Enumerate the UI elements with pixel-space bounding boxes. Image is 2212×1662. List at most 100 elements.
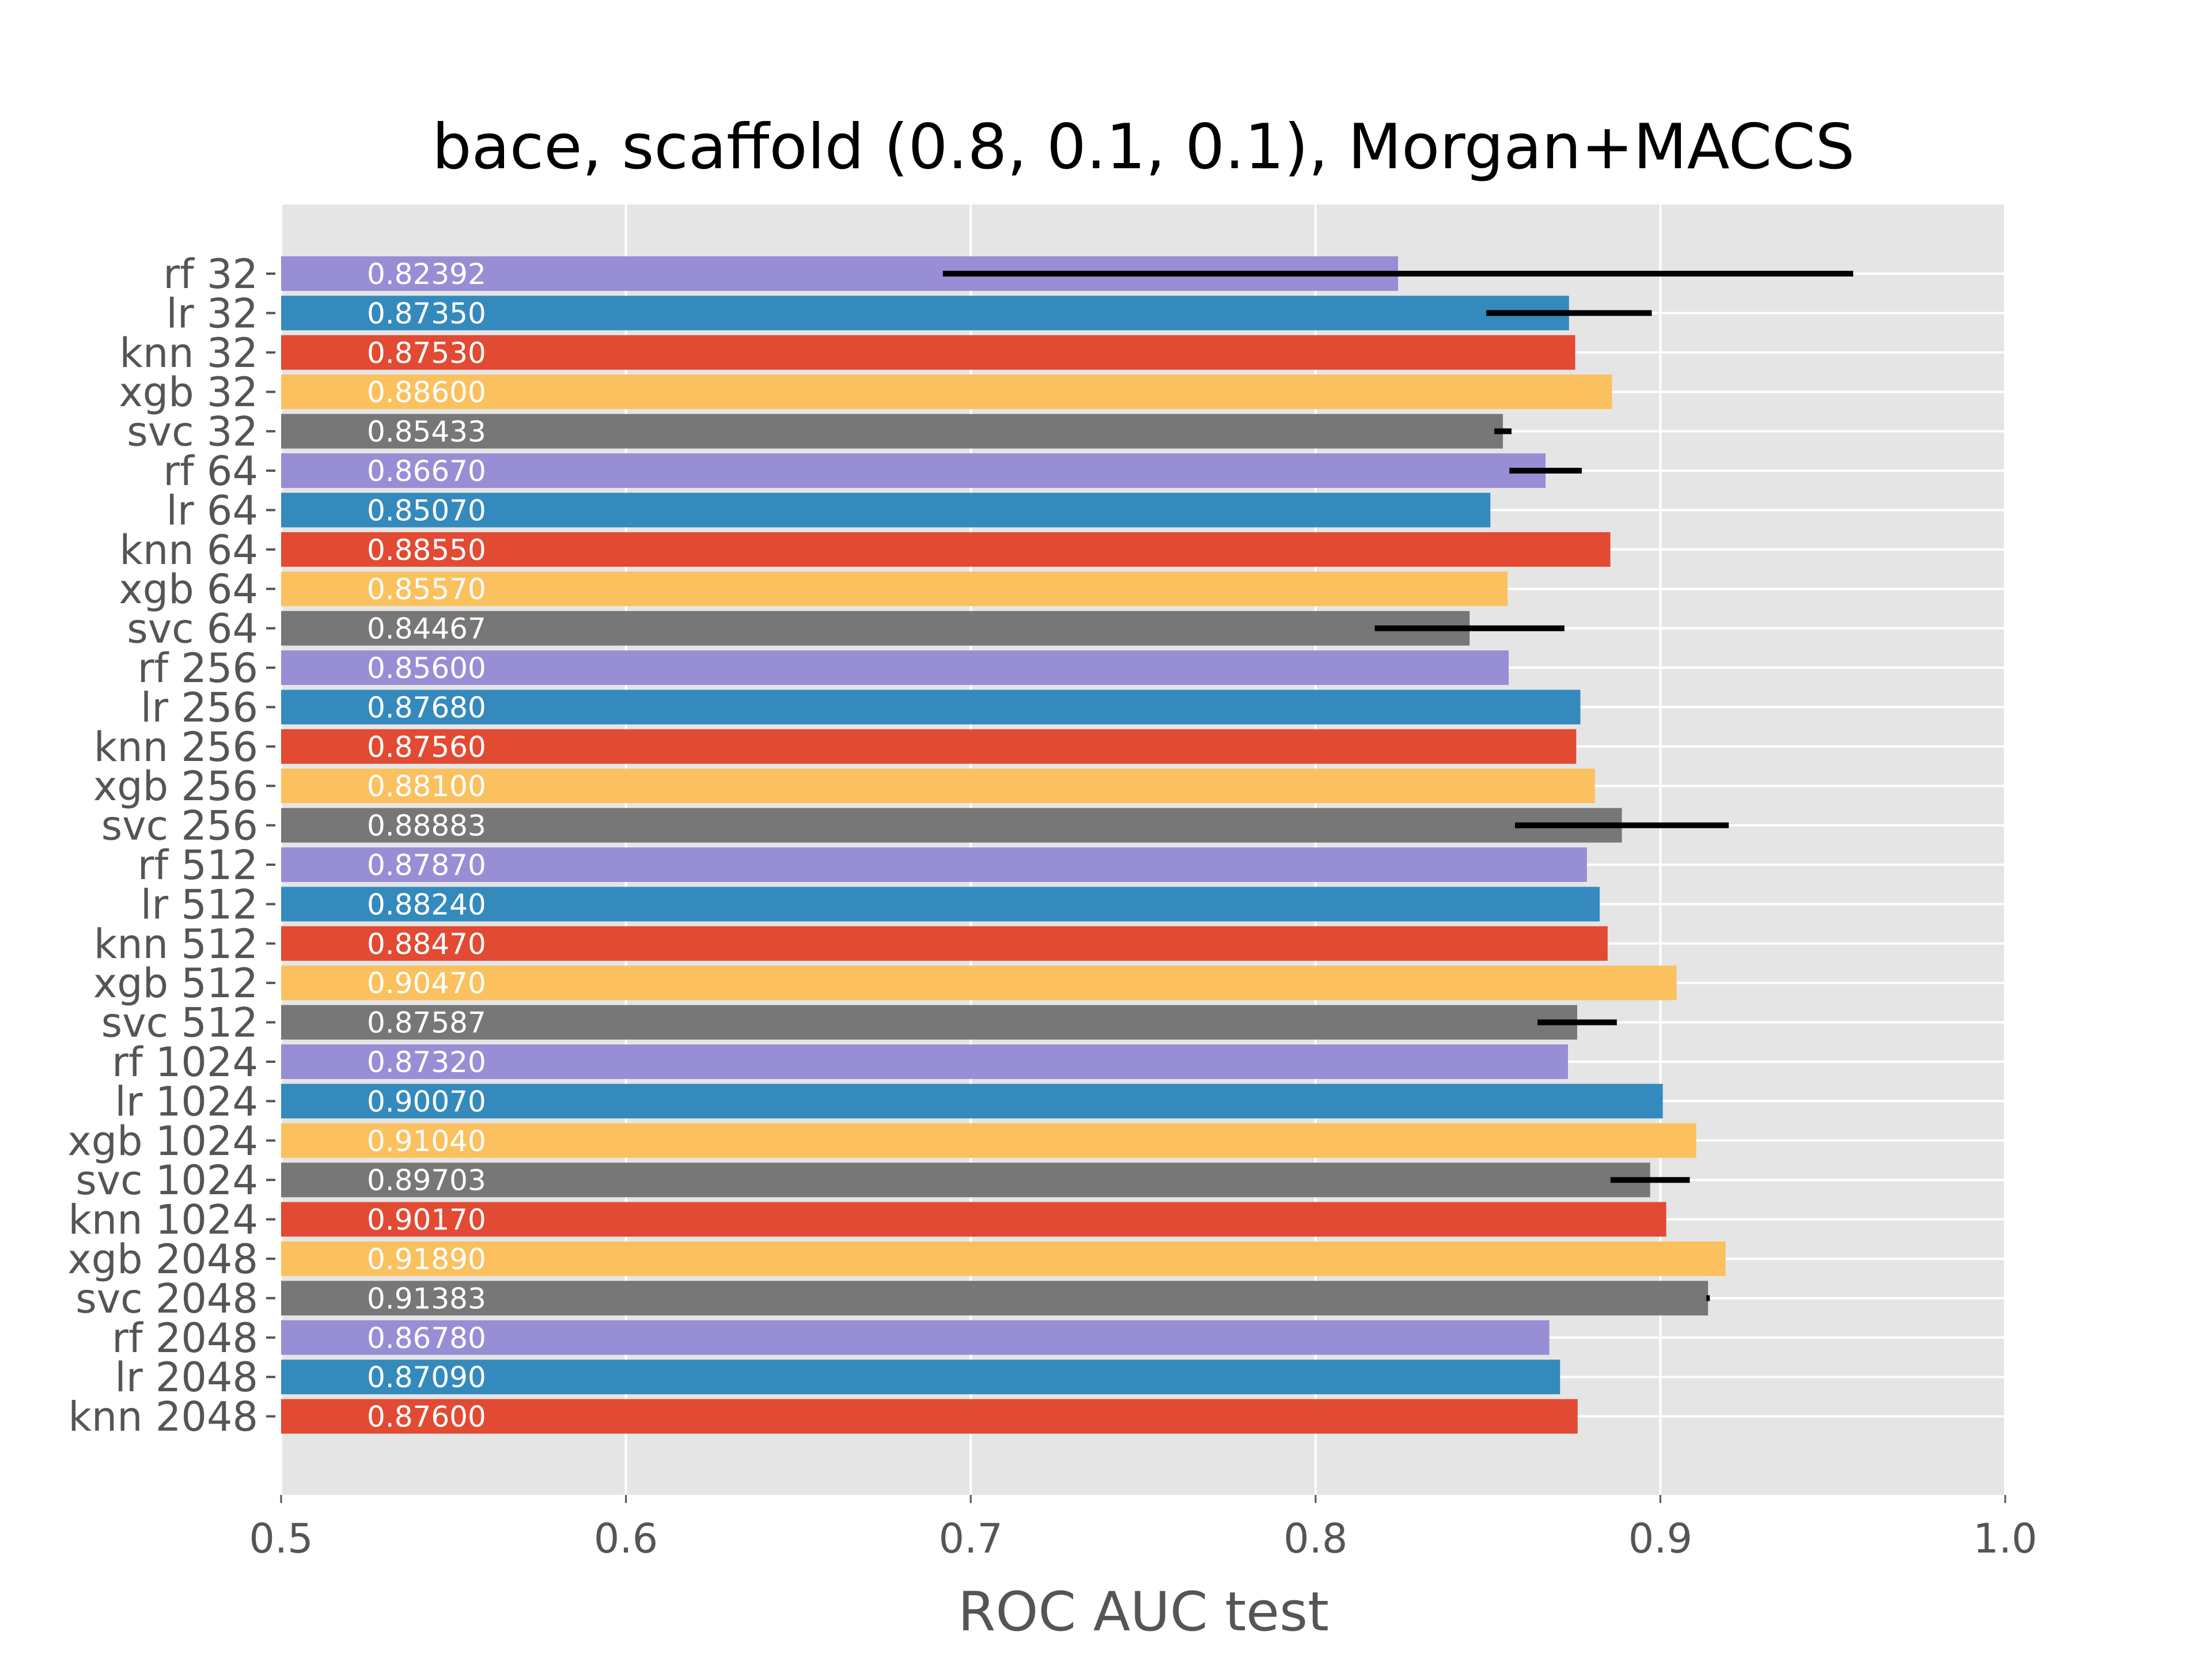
bar-value-label: 0.84467 bbox=[367, 612, 486, 646]
bar-value-label: 0.90170 bbox=[367, 1203, 486, 1237]
category-label: rf 64 bbox=[163, 448, 258, 495]
category-label: svc 512 bbox=[101, 1000, 258, 1047]
bar bbox=[281, 650, 1509, 685]
category-label: rf 512 bbox=[138, 842, 258, 889]
category-label: rf 1024 bbox=[112, 1039, 258, 1086]
x-tick-label: 0.5 bbox=[249, 1515, 313, 1562]
bar-value-label: 0.87530 bbox=[367, 336, 486, 370]
category-label: lr 256 bbox=[141, 684, 258, 731]
category-label: xgb 2048 bbox=[67, 1236, 258, 1283]
bar bbox=[281, 611, 1470, 646]
bar-value-label: 0.88240 bbox=[367, 888, 486, 921]
category-label: xgb 1024 bbox=[67, 1118, 258, 1165]
x-tick-label: 1.0 bbox=[1973, 1515, 2037, 1562]
bar-value-label: 0.86670 bbox=[367, 455, 486, 488]
category-label: svc 2048 bbox=[75, 1275, 258, 1322]
chart-title: bace, scaffold (0.8, 0.1, 0.1), Morgan+M… bbox=[432, 111, 1855, 183]
bar bbox=[281, 1320, 1550, 1355]
bar-value-label: 0.87350 bbox=[367, 297, 486, 330]
x-axis: 0.5 0.6 0.7 0.8 0.9 1.0 bbox=[249, 1495, 2037, 1562]
bar bbox=[281, 1360, 1560, 1395]
bar bbox=[281, 414, 1503, 449]
category-label: rf 2048 bbox=[112, 1315, 258, 1362]
bar bbox=[281, 690, 1581, 725]
bar-value-label: 0.87587 bbox=[367, 1006, 486, 1040]
bar bbox=[281, 335, 1575, 370]
bar-value-label: 0.88550 bbox=[367, 533, 486, 567]
bar bbox=[281, 1281, 1709, 1316]
x-tick-label: 0.6 bbox=[594, 1515, 658, 1562]
bar bbox=[281, 1163, 1650, 1198]
bar bbox=[281, 571, 1508, 607]
category-label: xgb 512 bbox=[93, 960, 258, 1007]
category-label: knn 1024 bbox=[68, 1197, 258, 1244]
bar-value-label: 0.87870 bbox=[367, 849, 486, 882]
category-label: svc 256 bbox=[101, 802, 258, 850]
bar-value-label: 0.90070 bbox=[367, 1085, 486, 1118]
category-label: lr 2048 bbox=[115, 1354, 258, 1401]
bar bbox=[281, 1084, 1663, 1119]
category-label: svc 64 bbox=[127, 605, 258, 653]
bar bbox=[281, 887, 1600, 922]
bar-value-label: 0.87090 bbox=[367, 1361, 486, 1394]
bar bbox=[281, 532, 1611, 567]
category-label: knn 2048 bbox=[68, 1394, 258, 1441]
bar bbox=[281, 493, 1491, 528]
category-label: rf 256 bbox=[138, 645, 258, 692]
bar-value-label: 0.85570 bbox=[367, 573, 486, 606]
bar-value-label: 0.90470 bbox=[367, 967, 486, 1000]
bar bbox=[281, 374, 1612, 410]
bar-value-label: 0.88883 bbox=[367, 809, 486, 843]
bar-value-label: 0.85600 bbox=[367, 652, 486, 685]
bar-value-label: 0.88100 bbox=[367, 770, 486, 803]
bar-value-label: 0.82392 bbox=[367, 258, 486, 291]
bar-value-label: 0.89703 bbox=[367, 1164, 486, 1197]
bar bbox=[281, 296, 1569, 331]
bar bbox=[281, 1241, 1726, 1276]
bar bbox=[281, 1399, 1578, 1434]
bar bbox=[281, 808, 1622, 843]
category-label: knn 64 bbox=[119, 527, 258, 574]
category-label: svc 1024 bbox=[75, 1157, 258, 1204]
category-label: xgb 64 bbox=[119, 566, 258, 613]
category-label: lr 1024 bbox=[115, 1078, 258, 1125]
bar-value-label: 0.88600 bbox=[367, 376, 486, 409]
bar-value-label: 0.85433 bbox=[367, 415, 486, 449]
bar-value-label: 0.91383 bbox=[367, 1282, 486, 1315]
error-bars-layer bbox=[942, 271, 1854, 1301]
category-label: rf 32 bbox=[163, 251, 258, 298]
bar bbox=[281, 1123, 1696, 1158]
bar bbox=[281, 847, 1587, 882]
category-label: knn 256 bbox=[94, 724, 258, 771]
bar-value-label: 0.91890 bbox=[367, 1243, 486, 1276]
x-tick-label: 0.8 bbox=[1283, 1515, 1347, 1562]
x-tick-label: 0.7 bbox=[939, 1515, 1003, 1562]
bar-value-labels-layer: 0.82392 0.87350 0.87530 0.88600 0.85433 0.866… bbox=[367, 258, 486, 1434]
category-label: xgb 32 bbox=[119, 369, 258, 416]
category-label: knn 32 bbox=[119, 330, 258, 377]
x-tick-label: 0.9 bbox=[1628, 1515, 1692, 1562]
bar-value-label: 0.86780 bbox=[367, 1322, 486, 1355]
bar bbox=[281, 453, 1546, 488]
bar-value-label: 0.85070 bbox=[367, 494, 486, 527]
bar-value-label: 0.88470 bbox=[367, 927, 486, 961]
bar-value-label: 0.91040 bbox=[367, 1125, 486, 1158]
category-label: knn 512 bbox=[94, 921, 258, 968]
bar-value-label: 0.87320 bbox=[367, 1046, 486, 1079]
bar bbox=[281, 966, 1677, 1001]
bar bbox=[281, 1005, 1577, 1040]
bar-value-label: 0.87600 bbox=[367, 1400, 486, 1434]
x-axis-title: ROC AUC test bbox=[958, 1581, 1329, 1644]
category-label: lr 512 bbox=[141, 881, 258, 928]
category-label: xgb 256 bbox=[93, 763, 258, 810]
bar bbox=[281, 729, 1577, 764]
bar bbox=[281, 1044, 1568, 1079]
bar-value-label: 0.87680 bbox=[367, 691, 486, 724]
bar bbox=[281, 768, 1595, 804]
category-label: svc 32 bbox=[127, 408, 258, 456]
category-label: lr 32 bbox=[166, 290, 258, 337]
bar-value-label: 0.87560 bbox=[367, 730, 486, 764]
